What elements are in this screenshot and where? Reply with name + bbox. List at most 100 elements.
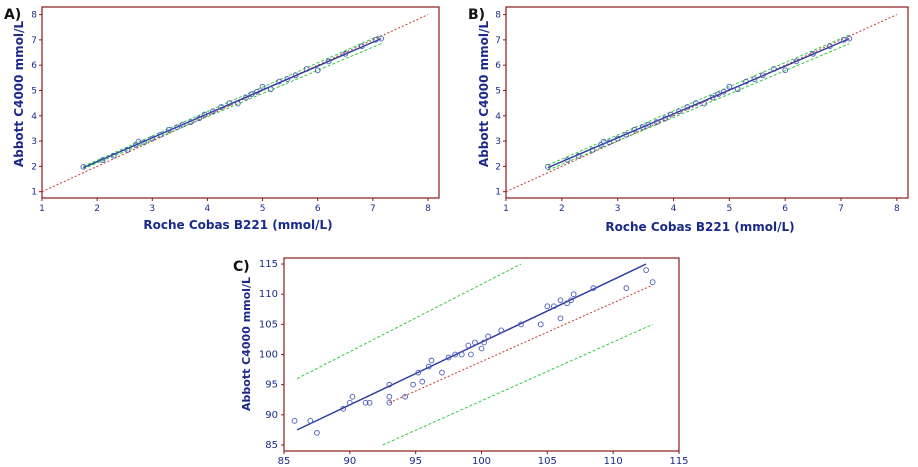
data-point [307, 417, 314, 424]
data-point [726, 83, 733, 90]
panel-c-ylabel: Abbott C4000 mmol/L [240, 277, 253, 411]
data-point [518, 321, 524, 328]
data-point [174, 124, 180, 131]
data-point [132, 142, 139, 148]
x-tick-label: 85 [278, 456, 291, 467]
data-point [557, 297, 564, 304]
data-point [358, 43, 365, 50]
data-point [759, 72, 766, 79]
data-point [372, 37, 379, 43]
data-point [243, 94, 249, 101]
data-point [410, 381, 416, 388]
plot-area [42, 14, 429, 193]
data-point [810, 50, 816, 57]
data-point [196, 115, 202, 122]
data-point [366, 399, 373, 406]
lower-bound-line [83, 43, 382, 170]
y-tick-label: 1 [31, 188, 37, 198]
y-tick-label: 6 [31, 61, 37, 71]
x-tick-label: 110 [604, 456, 623, 467]
data-point [346, 399, 353, 406]
data-point [676, 108, 682, 115]
panel-a-xlabel: Roche Cobas B221 (mmol/L) [143, 218, 332, 232]
x-tick-label: 100 [472, 456, 491, 467]
data-point [248, 91, 255, 98]
y-tick-label: 105 [259, 319, 278, 330]
x-tick-label: 1 [39, 204, 45, 214]
x-tick-label: 90 [343, 456, 356, 467]
data-point [840, 37, 847, 43]
x-tick-label: 5 [726, 204, 732, 214]
data-point [428, 357, 435, 364]
data-point [667, 111, 674, 118]
data-point [402, 393, 408, 400]
data-point [472, 339, 478, 346]
data-point [606, 139, 613, 146]
lower-bound-line [382, 323, 653, 446]
x-tick-label: 7 [370, 204, 376, 214]
data-point [276, 78, 282, 85]
data-point [267, 86, 274, 93]
y-tick-label: 2 [495, 162, 501, 172]
data-point [419, 378, 426, 385]
data-point [751, 76, 758, 82]
data-point [684, 104, 691, 110]
y-tick-label: 115 [259, 259, 278, 270]
x-tick-label: 4 [671, 204, 677, 214]
data-point [564, 157, 571, 163]
data-point [639, 124, 646, 131]
panel-b: B) Abbott C4000 mmol/L Roche Cobas B221 … [468, 6, 909, 234]
x-tick-label: 7 [838, 204, 844, 214]
panel-a: A) Abbott C4000 mmol/L Roche Cobas B221 … [4, 6, 440, 232]
data-point [292, 72, 299, 79]
panel-b-ylabel: Abbott C4000 mmol/L [477, 21, 491, 167]
data-point [743, 78, 749, 85]
plot-frame [283, 257, 680, 452]
data-point [793, 58, 800, 65]
data-point [846, 35, 853, 42]
data-point [468, 351, 474, 358]
data-point [734, 86, 741, 93]
x-tick-label: 2 [94, 204, 100, 214]
data-point [645, 121, 652, 128]
data-point [386, 399, 393, 406]
data-point [141, 139, 147, 146]
data-point [135, 138, 142, 145]
panel-b-xlabel: Roche Cobas B221 (mmol/L) [605, 220, 794, 234]
data-point [631, 126, 638, 133]
y-tick-label: 85 [265, 440, 278, 451]
panel-a-ylabel: Abbott C4000 mmol/L [12, 21, 26, 167]
data-point [575, 152, 582, 159]
plot-area [291, 263, 656, 446]
identity-line [389, 284, 653, 404]
data-point [568, 297, 574, 304]
data-point [325, 58, 332, 65]
data-point [188, 119, 194, 125]
data-point [478, 345, 485, 352]
y-tick-label: 95 [265, 380, 278, 391]
data-point [386, 393, 393, 400]
y-tick-label: 100 [259, 350, 278, 361]
data-point [226, 100, 233, 106]
panel-b-label: B) [468, 7, 485, 23]
y-tick-label: 5 [495, 86, 501, 96]
data-point [720, 88, 727, 95]
y-tick-label: 90 [265, 410, 278, 421]
x-tick-label: 4 [205, 204, 211, 214]
data-point [564, 300, 570, 307]
data-point [452, 351, 459, 358]
data-point [179, 121, 186, 128]
y-tick-label: 7 [495, 36, 501, 46]
data-point [284, 76, 291, 82]
data-point [649, 279, 656, 285]
data-point [314, 67, 321, 74]
data-point [165, 126, 172, 133]
data-point [692, 100, 699, 106]
plot-frame [505, 6, 909, 199]
data-point [653, 119, 660, 125]
data-point [465, 342, 472, 349]
data-point [234, 100, 241, 107]
data-point [481, 339, 487, 346]
data-point [425, 363, 432, 370]
data-point [598, 142, 604, 148]
